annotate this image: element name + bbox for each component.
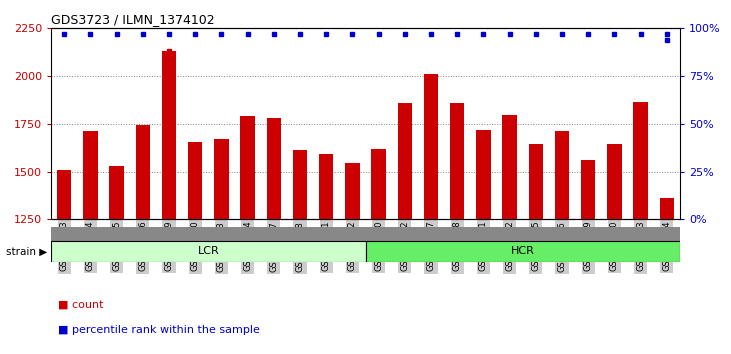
Text: GDS3723 / ILMN_1374102: GDS3723 / ILMN_1374102 xyxy=(51,13,215,26)
Bar xyxy=(293,150,307,219)
Text: HCR: HCR xyxy=(511,246,534,256)
Bar xyxy=(607,144,621,219)
Bar xyxy=(267,118,281,219)
Bar xyxy=(450,103,464,219)
Bar xyxy=(136,125,150,219)
Text: ■ count: ■ count xyxy=(58,300,104,310)
Bar xyxy=(345,163,360,219)
Bar xyxy=(424,74,438,219)
Bar xyxy=(371,149,386,219)
Bar xyxy=(162,51,176,219)
Bar xyxy=(188,142,202,219)
Bar xyxy=(214,139,229,219)
Bar xyxy=(529,144,543,219)
Bar xyxy=(555,131,569,219)
Bar xyxy=(110,166,124,219)
Bar xyxy=(633,102,648,219)
Text: strain ▶: strain ▶ xyxy=(7,246,48,256)
Bar xyxy=(366,241,680,262)
Bar xyxy=(240,116,255,219)
Text: LCR: LCR xyxy=(197,246,219,256)
Bar xyxy=(319,154,333,219)
Bar xyxy=(659,199,674,219)
Bar xyxy=(57,170,72,219)
Bar xyxy=(398,103,412,219)
Bar xyxy=(51,227,680,241)
Bar xyxy=(502,115,517,219)
Bar xyxy=(83,131,98,219)
Bar xyxy=(581,160,595,219)
Bar xyxy=(476,130,491,219)
Text: ■ percentile rank within the sample: ■ percentile rank within the sample xyxy=(58,325,260,335)
Bar xyxy=(51,241,366,262)
